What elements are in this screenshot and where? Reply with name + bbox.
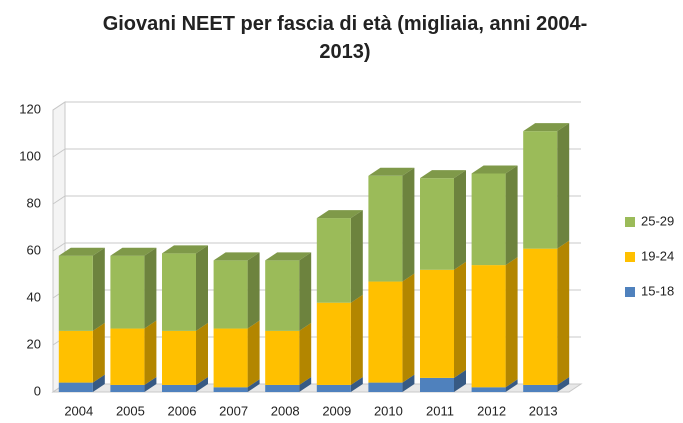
y-tick-label: 20 — [27, 336, 41, 351]
bar — [523, 248, 558, 385]
grid-line — [52, 101, 581, 111]
bar-side — [350, 376, 363, 392]
y-tick-label: 40 — [27, 289, 41, 304]
x-tick-label: 2006 — [168, 403, 197, 418]
bar-top — [265, 252, 312, 261]
bar-top — [162, 245, 208, 254]
bar — [110, 328, 145, 385]
bar — [265, 330, 300, 385]
x-tick-label: 2007 — [219, 403, 248, 418]
bar — [368, 175, 403, 282]
bar — [213, 328, 248, 388]
bar-side — [299, 252, 312, 331]
bar-side — [144, 247, 157, 329]
bar-side — [402, 167, 415, 282]
bar — [162, 253, 196, 331]
legend-label: 25-29 — [641, 213, 674, 228]
bar-side — [247, 252, 260, 329]
bar-side — [144, 320, 157, 385]
bar — [58, 255, 93, 331]
bar — [471, 173, 506, 266]
bar-top — [368, 167, 415, 176]
bar-side — [402, 273, 415, 383]
x-tick-label: 2013 — [529, 403, 558, 418]
bar-top — [213, 252, 260, 261]
bar-side — [505, 379, 518, 392]
x-tick-label: 2009 — [322, 403, 351, 418]
x-tick-label: 2012 — [477, 403, 506, 418]
bar — [420, 269, 454, 378]
bar-top — [420, 170, 466, 179]
bar — [110, 255, 145, 329]
bar-side — [505, 257, 518, 388]
bar-side — [247, 320, 260, 388]
legend-swatch — [625, 217, 635, 227]
x-tick-label: 2011 — [426, 403, 454, 418]
bar-side — [454, 170, 466, 270]
bar — [265, 260, 300, 331]
bar — [213, 260, 248, 329]
bar — [162, 384, 196, 392]
legend-label: 19-24 — [641, 248, 674, 263]
bar-side — [299, 322, 312, 385]
y-tick-label: 120 — [19, 101, 41, 116]
chart-title: Giovani NEET per fascia di età (migliaia… — [102, 13, 588, 63]
bar — [523, 131, 558, 249]
bar — [316, 302, 351, 385]
bar-side — [196, 322, 208, 385]
bar — [523, 384, 558, 392]
bar — [58, 330, 93, 383]
x-tick-label: 2004 — [64, 403, 93, 418]
bar-top — [110, 247, 157, 256]
x-tick-label: 2005 — [116, 403, 145, 418]
bar — [110, 384, 145, 392]
bar — [213, 387, 248, 392]
bar-side — [92, 247, 105, 331]
legend-swatch — [625, 252, 635, 262]
bar-side — [557, 240, 570, 385]
bar-side — [196, 376, 208, 392]
bar — [420, 178, 454, 270]
bar-side — [92, 374, 105, 392]
y-tick-label: 60 — [27, 242, 41, 257]
bar — [162, 330, 196, 385]
bar-side — [557, 123, 570, 249]
x-tick-label: 2008 — [271, 403, 300, 418]
bar-top — [471, 165, 518, 174]
bar — [58, 382, 93, 392]
y-tick-label: 0 — [34, 383, 41, 398]
bar-side — [299, 376, 312, 392]
bar — [368, 281, 403, 383]
bar-side — [454, 261, 466, 378]
bar — [265, 384, 300, 392]
bar-side — [350, 294, 363, 385]
bar — [471, 387, 506, 392]
bar-side — [144, 376, 157, 392]
bar-side — [557, 376, 570, 392]
bar — [316, 384, 351, 392]
y-tick-label: 100 — [19, 148, 41, 163]
bar-top — [316, 210, 363, 219]
bar-side — [505, 165, 518, 266]
bar — [471, 265, 506, 388]
bar — [316, 218, 351, 303]
bar-side — [92, 322, 105, 383]
legend-label: 15-18 — [641, 283, 674, 298]
grid-line — [52, 148, 581, 158]
bar-top — [58, 247, 105, 256]
bar — [420, 377, 454, 392]
x-tick-label: 2010 — [374, 403, 403, 418]
bar — [368, 382, 403, 392]
bar-top — [523, 123, 570, 132]
bar-side — [454, 369, 466, 392]
bar-side — [247, 379, 260, 392]
bar-side — [196, 245, 208, 331]
y-tick-label: 80 — [27, 195, 41, 210]
legend-swatch — [625, 287, 635, 297]
bar-side — [402, 374, 415, 392]
bar-side — [350, 210, 363, 303]
